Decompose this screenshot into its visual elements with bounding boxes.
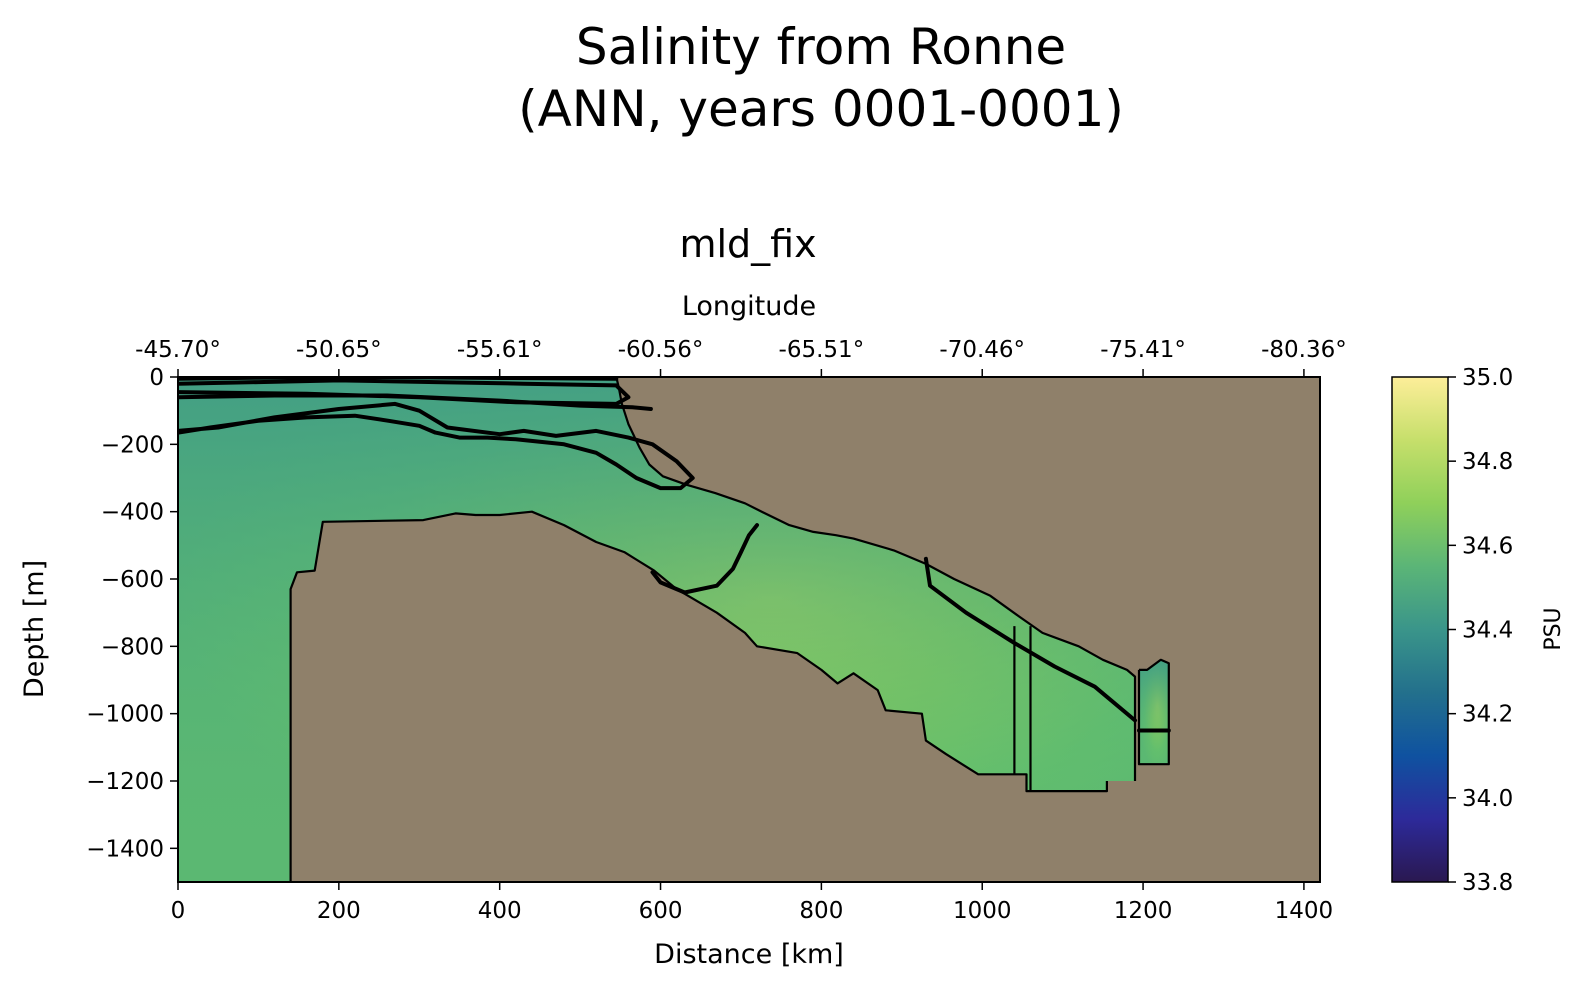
y-tick-label-7: −1400 xyxy=(86,836,164,862)
x-tick-label-3: 600 xyxy=(639,898,683,924)
land-outline-4 xyxy=(1137,658,1170,766)
salinity-contour-5 xyxy=(923,556,1137,723)
x-tick-label-1: 200 xyxy=(317,898,361,924)
top-x-tick-label-6: -75.41° xyxy=(1100,337,1186,363)
y-tick-label-0: 0 xyxy=(149,365,164,391)
colorbar-tick-label-5: 34.8 xyxy=(1462,449,1513,475)
colorbar-tick-label-6: 35.0 xyxy=(1462,365,1513,391)
top-x-tick-label-2: -55.61° xyxy=(457,337,543,363)
axes-title: mld_fix xyxy=(679,222,816,266)
y-tick-label-6: −1200 xyxy=(86,769,164,795)
colorbar-tick-label-0: 33.8 xyxy=(1462,870,1513,896)
y-tick-label-1: −200 xyxy=(101,432,164,458)
colorbar-gradient xyxy=(1391,376,1449,883)
x-tick-label-2: 400 xyxy=(478,898,522,924)
y-tick-label-4: −800 xyxy=(101,634,164,660)
x-axis-label: Distance [km] xyxy=(654,939,844,970)
land-outline-1 xyxy=(289,510,1109,882)
ocean-surface-shading-1 xyxy=(1139,659,1169,765)
colorbar-tick-label-4: 34.6 xyxy=(1462,533,1513,559)
salinity-contour-2 xyxy=(178,393,653,411)
y-tick-label-2: −400 xyxy=(101,500,164,526)
plot-frame xyxy=(177,376,1321,883)
x-tick-label-0: 0 xyxy=(171,898,186,924)
top-x-axis-label: Longitude xyxy=(682,291,816,322)
top-x-tick-label-0: -45.70° xyxy=(135,337,221,363)
colorbar-ticks: 33.8 34.0 34.2 34.4 34.6 34.8 35.0 xyxy=(1448,365,1513,896)
bottom-x-axis: 0 200 400 600 800 1000 1200 1400 xyxy=(171,882,1334,924)
colorbar: 33.8 34.0 34.2 34.4 34.6 34.8 35.0 PSU xyxy=(1391,365,1566,896)
colorbar-tick-label-3: 34.4 xyxy=(1462,618,1513,644)
x-tick-label-6: 1200 xyxy=(1114,898,1173,924)
colorbar-tick-label-1: 34.0 xyxy=(1462,786,1513,812)
y-tick-label-5: −1000 xyxy=(86,702,164,728)
figure-suptitle-line-1: Salinity from Ronne xyxy=(576,18,1066,76)
figure-suptitle-line-2: (ANN, years 0001-0001) xyxy=(518,80,1124,138)
plot-area xyxy=(178,377,1320,882)
salinity-contour-4 xyxy=(650,523,759,595)
top-x-tick-label-7: -80.36° xyxy=(1261,337,1347,363)
x-tick-label-5: 1000 xyxy=(953,898,1012,924)
colorbar-tick-label-2: 34.2 xyxy=(1462,702,1513,728)
top-x-axis: -45.70° -50.65° -55.61° -60.56° -65.51° -70.4… xyxy=(135,337,1347,377)
salinity-contour-3 xyxy=(178,401,695,491)
salinity-contour-0 xyxy=(178,377,619,381)
y-axis: 0 −200 −400 −600 −800 −1000 −1200 −1400 xyxy=(86,365,178,862)
y-axis-label: Depth [m] xyxy=(19,560,50,698)
top-x-tick-label-3: -60.56° xyxy=(618,337,704,363)
colorbar-label: PSU xyxy=(1541,607,1566,650)
ocean-surface-shading-0 xyxy=(178,377,1135,882)
top-x-tick-label-4: -65.51° xyxy=(779,337,865,363)
y-tick-label-3: −600 xyxy=(101,567,164,593)
salinity-contours xyxy=(178,377,1171,733)
land-outline-0 xyxy=(615,377,1137,781)
x-tick-label-4: 800 xyxy=(799,898,843,924)
x-tick-label-7: 1400 xyxy=(1275,898,1334,924)
top-x-tick-label-5: -70.46° xyxy=(939,337,1025,363)
top-x-tick-label-1: -50.65° xyxy=(296,337,382,363)
ocean-regions xyxy=(178,377,1169,882)
